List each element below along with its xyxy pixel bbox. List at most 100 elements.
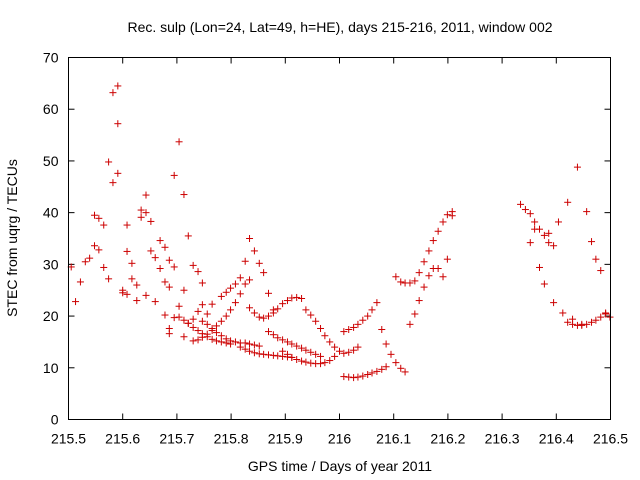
data-point	[227, 337, 235, 345]
data-point	[105, 275, 113, 283]
data-point	[217, 338, 225, 346]
data-point	[198, 333, 206, 341]
data-point	[189, 315, 197, 323]
data-point	[91, 242, 99, 250]
data-point	[602, 310, 610, 318]
data-point	[583, 208, 591, 216]
data-point	[545, 229, 553, 237]
data-point	[411, 310, 419, 318]
data-point	[373, 367, 381, 375]
data-point	[133, 281, 141, 289]
data-point	[109, 89, 117, 97]
data-point	[119, 289, 127, 297]
data-point	[72, 298, 80, 306]
data-point	[137, 213, 145, 221]
data-point	[137, 206, 145, 214]
data-point	[401, 368, 409, 376]
data-point	[317, 324, 325, 332]
data-point	[255, 313, 263, 321]
data-point	[274, 305, 282, 313]
data-point	[531, 218, 539, 226]
data-point	[425, 247, 433, 255]
data-point	[222, 335, 230, 343]
data-point	[564, 318, 572, 326]
data-point	[554, 218, 562, 226]
data-point	[170, 314, 178, 322]
data-point	[439, 218, 447, 226]
data-point	[161, 243, 169, 251]
data-point	[212, 329, 220, 337]
data-point	[354, 320, 362, 328]
data-point	[588, 318, 596, 326]
data-point	[198, 301, 206, 309]
data-point	[241, 280, 249, 288]
data-point	[312, 350, 320, 358]
data-point	[331, 343, 339, 351]
data-point	[298, 294, 306, 302]
data-point	[203, 330, 211, 338]
data-point	[147, 247, 155, 255]
data-point	[283, 297, 291, 305]
data-point	[260, 350, 268, 358]
data-point	[86, 254, 94, 262]
data-point	[531, 225, 539, 233]
data-point	[564, 198, 572, 206]
data-point	[434, 264, 442, 272]
data-point	[550, 242, 558, 250]
data-point	[340, 328, 348, 336]
data-point	[156, 264, 164, 272]
y-tick-label: 30	[43, 256, 59, 272]
data-point	[302, 358, 310, 366]
data-point	[307, 348, 315, 356]
data-point	[198, 279, 206, 287]
data-point	[246, 304, 254, 312]
data-point	[274, 334, 282, 342]
data-point	[227, 306, 235, 314]
data-point	[198, 317, 206, 325]
data-point	[227, 284, 235, 292]
data-point	[597, 267, 605, 275]
data-point	[448, 212, 456, 220]
data-point	[378, 326, 386, 334]
data-point	[321, 359, 329, 367]
data-point	[387, 350, 395, 358]
data-point	[597, 313, 605, 321]
data-point	[236, 343, 244, 351]
data-point	[217, 317, 225, 325]
data-point	[517, 200, 525, 208]
data-point	[250, 341, 258, 349]
data-point	[373, 299, 381, 307]
data-point	[246, 235, 254, 242]
data-point	[151, 298, 159, 306]
data-point	[359, 372, 367, 380]
data-point	[521, 206, 529, 214]
data-point	[569, 320, 577, 328]
data-point	[443, 255, 451, 263]
data-point	[180, 316, 188, 324]
data-point	[340, 373, 348, 381]
data-point	[194, 336, 202, 344]
data-point	[326, 357, 334, 365]
data-point	[194, 268, 202, 276]
data-point	[264, 351, 272, 359]
data-point	[175, 138, 183, 146]
data-point	[368, 369, 376, 377]
x-tick-label: 216.3	[485, 431, 520, 447]
data-point	[105, 158, 113, 166]
data-point	[147, 217, 155, 225]
data-point	[392, 359, 400, 367]
data-point	[326, 338, 334, 346]
y-axis-label: STEC from uqrg / TECUs	[4, 159, 20, 317]
data-point	[255, 350, 263, 358]
data-point	[336, 347, 343, 355]
data-point	[194, 327, 202, 335]
data-point	[109, 179, 117, 187]
data-point	[364, 312, 372, 320]
data-point	[397, 364, 405, 372]
data-point	[321, 332, 329, 340]
data-point	[208, 335, 216, 343]
data-point	[260, 314, 268, 322]
data-point	[293, 356, 301, 364]
data-point	[559, 309, 567, 317]
data-point	[592, 316, 600, 324]
